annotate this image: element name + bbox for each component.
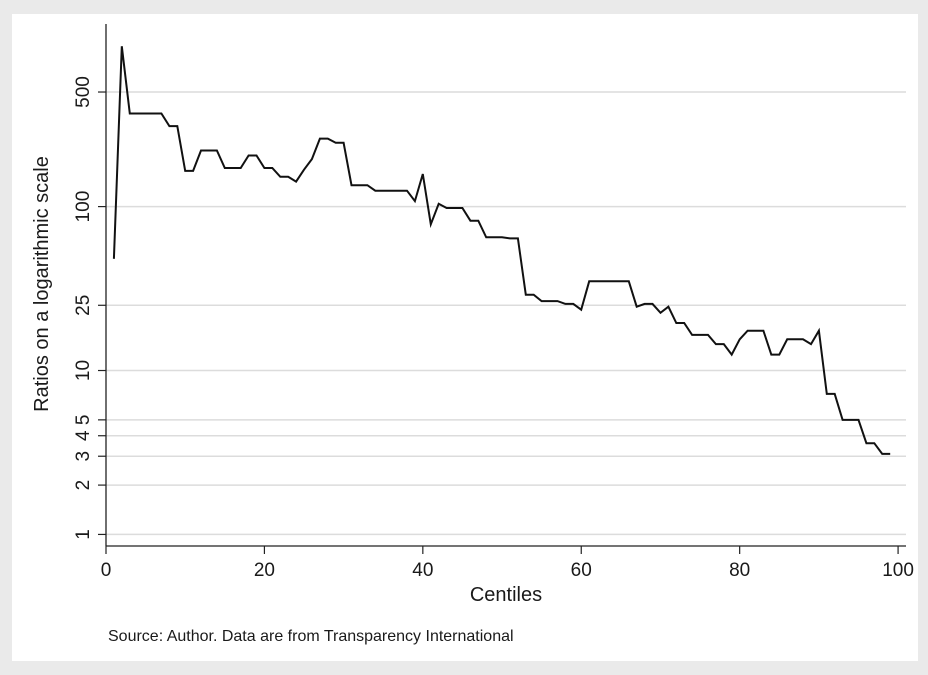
y-tick-label: 3 [73, 451, 94, 462]
x-tick-label: 40 [412, 560, 433, 581]
series-line [112, 46, 891, 455]
x-tick-label: 0 [101, 560, 112, 581]
chart-frame: 1 2 3 4 5 10 25 100 500 0 20 40 60 80 100 Centiles Ra… [12, 14, 918, 661]
gridlines [106, 91, 906, 536]
y-tick-label: 500 [73, 76, 94, 108]
y-axis-title: Ratios on a logarithmic scale [31, 156, 53, 412]
source-note: Source: Author. Data are from Transparen… [108, 628, 514, 645]
x-tick-label: 60 [571, 560, 592, 581]
y-tick-label: 10 [73, 360, 94, 381]
x-tick-label: 100 [882, 560, 914, 581]
y-tick-label: 100 [73, 191, 94, 223]
line-chart: 1 2 3 4 5 10 25 100 500 0 20 40 60 80 100 Centiles Ra… [31, 24, 914, 645]
y-tick-label: 25 [73, 295, 94, 316]
y-tick-label: 4 [73, 430, 94, 441]
x-tick-labels: 0 20 40 60 80 100 [101, 560, 914, 581]
y-tick-labels: 1 2 3 4 5 10 25 100 500 [73, 76, 94, 540]
x-axis-title: Centiles [470, 584, 542, 606]
y-tick-label: 1 [73, 529, 94, 540]
plot-area [106, 24, 906, 546]
y-tick-label: 5 [73, 415, 94, 426]
y-tick-label: 2 [73, 480, 94, 491]
x-tick-label: 20 [254, 560, 275, 581]
axes [98, 24, 906, 554]
x-tick-label: 80 [729, 560, 750, 581]
